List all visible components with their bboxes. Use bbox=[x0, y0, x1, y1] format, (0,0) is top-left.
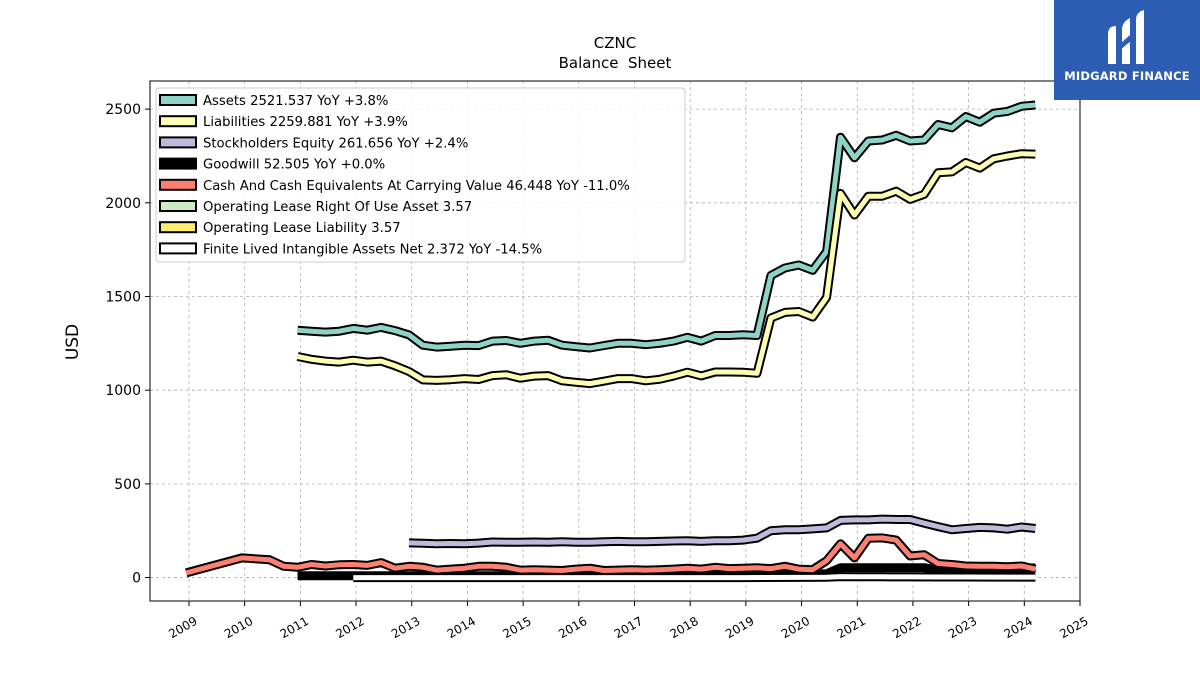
series-line bbox=[297, 151, 1036, 387]
chart-subtitle: Balance Sheet bbox=[559, 54, 672, 72]
chart-title: CZNC bbox=[594, 34, 636, 52]
x-tick-label: 2012 bbox=[333, 614, 366, 641]
y-axis-label: USD bbox=[63, 324, 83, 360]
series-2 bbox=[408, 514, 1036, 549]
x-tick-label: 2024 bbox=[1002, 614, 1035, 641]
series-layer bbox=[185, 100, 1037, 583]
x-tick-label: 2022 bbox=[890, 614, 923, 641]
legend-label: Goodwill 52.505 YoY +0.0% bbox=[203, 158, 385, 173]
series-1 bbox=[296, 149, 1036, 389]
legend-swatch bbox=[159, 242, 197, 255]
series-line bbox=[297, 102, 1036, 351]
legend-swatch bbox=[159, 157, 197, 170]
midgard-logo-icon bbox=[1108, 10, 1144, 64]
legend-swatch bbox=[159, 178, 197, 191]
series-4 bbox=[185, 533, 1037, 578]
series-line bbox=[353, 574, 1036, 581]
legend-swatch bbox=[159, 136, 197, 149]
legend: Assets 2521.537 YoY +3.8% Liabilities 225… bbox=[155, 87, 686, 263]
legend-box bbox=[155, 87, 686, 263]
y-tick-label: 2500 bbox=[105, 102, 141, 118]
x-tick-label: 2014 bbox=[445, 614, 478, 641]
y-tick-label: 2000 bbox=[105, 196, 141, 212]
y-tick-label: 0 bbox=[132, 571, 141, 587]
series-0 bbox=[297, 100, 1036, 353]
x-tick-label: 2009 bbox=[166, 614, 199, 641]
legend-swatch bbox=[159, 115, 197, 128]
x-tick-label: 2016 bbox=[556, 614, 589, 641]
legend-label: Operating Lease Right Of Use Asset 3.57 bbox=[203, 200, 472, 215]
legend-label: Finite Lived Intangible Assets Net 2.372… bbox=[203, 242, 542, 257]
x-tick-label: 2011 bbox=[278, 614, 311, 641]
legend-swatch bbox=[159, 94, 197, 106]
x-tick-label: 2015 bbox=[500, 614, 533, 641]
x-tick-label: 2018 bbox=[667, 614, 700, 641]
legend-label: Stockholders Equity 261.656 YoY +2.4% bbox=[203, 136, 468, 151]
plot-frame bbox=[149, 80, 1081, 602]
legend-label: Operating Lease Liability 3.57 bbox=[203, 221, 401, 236]
x-tick-label: 2025 bbox=[1057, 614, 1090, 641]
y-tick-label: 500 bbox=[114, 477, 141, 493]
x-tick-label: 2010 bbox=[222, 614, 255, 641]
x-tick-label: 2013 bbox=[389, 614, 422, 641]
series-line bbox=[185, 535, 1036, 576]
y-tick-label: 1000 bbox=[105, 383, 141, 399]
x-tick-label: 2017 bbox=[612, 614, 645, 641]
x-tick-label: 2019 bbox=[723, 614, 756, 641]
legend-label: Cash And Cash Equivalents At Carrying Va… bbox=[203, 179, 630, 194]
legend-swatch bbox=[159, 221, 197, 234]
series-line bbox=[408, 516, 1036, 547]
midgard-finance-logo: MIDGARD FINANCE bbox=[1054, 0, 1200, 100]
legend-label: Liabilities 2259.881 YoY +3.9% bbox=[203, 115, 408, 130]
legend-label: Assets 2521.537 YoY +3.8% bbox=[203, 94, 388, 109]
y-tick-label: 1500 bbox=[105, 289, 141, 305]
legend-swatch bbox=[159, 200, 197, 212]
x-tick-label: 2023 bbox=[946, 614, 979, 641]
x-tick-label: 2021 bbox=[835, 614, 868, 641]
x-tick-label: 2020 bbox=[779, 614, 812, 641]
logo-text: MIDGARD FINANCE bbox=[1064, 69, 1190, 83]
series-7 bbox=[353, 572, 1036, 583]
